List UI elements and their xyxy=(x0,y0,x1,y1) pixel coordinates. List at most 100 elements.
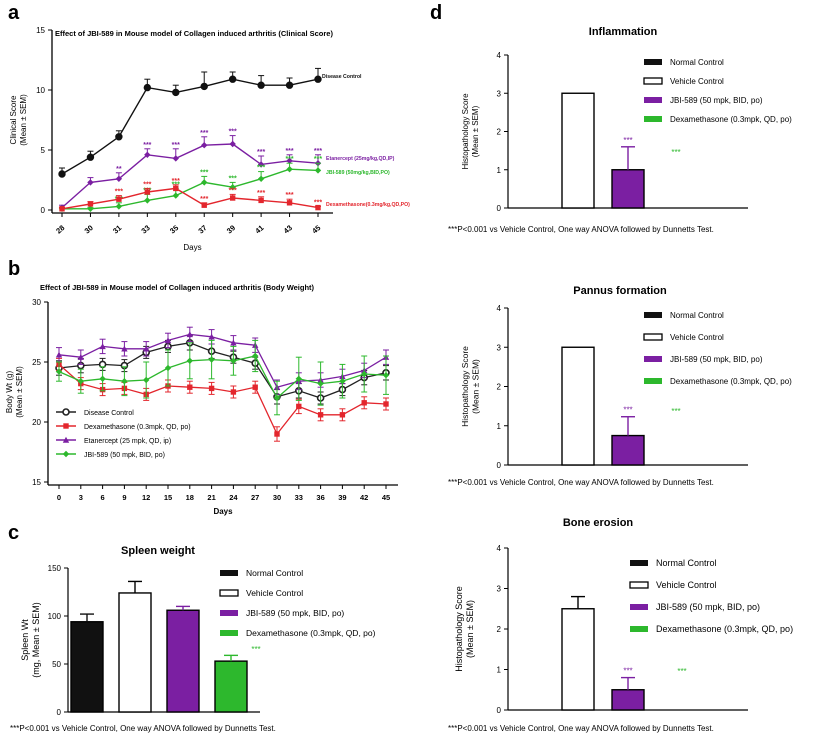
data-point xyxy=(314,75,322,83)
y-tick-label: 3 xyxy=(497,585,502,594)
data-point xyxy=(257,161,265,168)
legend-label: Vehicle Control xyxy=(246,588,303,598)
legend-swatch xyxy=(644,378,662,384)
data-point xyxy=(229,184,236,191)
series-label: JBI-589 (50mg/kg,BID,PO) xyxy=(326,170,390,176)
data-point xyxy=(77,378,84,385)
x-tick-label: 41 xyxy=(253,223,265,235)
significance-marker: *** xyxy=(314,148,322,155)
significance-marker: *** xyxy=(623,667,632,676)
data-point xyxy=(143,83,152,92)
data-point xyxy=(187,384,193,390)
y-tick-label: 4 xyxy=(497,544,502,553)
x-tick-label: 27 xyxy=(251,493,259,502)
significance-marker: *** xyxy=(285,192,293,199)
data-point xyxy=(229,195,236,201)
y-tick-label: 2 xyxy=(497,625,502,634)
legend-label: JBI-589 (50 mpk, BID, po) xyxy=(84,452,165,459)
data-point xyxy=(315,204,321,211)
data-point xyxy=(339,412,346,418)
y-axis-label: (mg, Mean ± SEM) xyxy=(31,602,41,677)
bar xyxy=(214,660,248,713)
x-tick-label: 15 xyxy=(164,493,172,502)
chart-title: Bone erosion xyxy=(563,517,634,529)
significance-marker: *** xyxy=(115,189,123,196)
footnote-spleen: ***P<0.001 vs Vehicle Control, One way A… xyxy=(10,724,276,733)
series-line xyxy=(61,78,319,175)
data-point xyxy=(172,155,179,162)
x-tick-label: 45 xyxy=(382,493,390,502)
data-point xyxy=(230,389,237,395)
chart-title: Inflammation xyxy=(589,26,658,38)
significance-marker: *** xyxy=(677,667,686,676)
significance-marker: *** xyxy=(143,181,151,188)
data-point xyxy=(121,345,128,352)
data-point xyxy=(296,403,302,410)
series-line xyxy=(58,355,387,400)
data-point xyxy=(144,197,151,204)
legend-label: Vehicle Control xyxy=(670,333,724,342)
y-axis-label: Clinical Score xyxy=(9,95,18,144)
y-axis-label: (Mean ± SEM) xyxy=(471,105,480,157)
data-point xyxy=(258,197,264,204)
y-tick-label: 50 xyxy=(52,660,61,669)
y-tick-label: 3 xyxy=(497,89,502,98)
x-tick-label: 0 xyxy=(57,493,61,502)
legend-label: Vehicle Control xyxy=(670,77,724,86)
legend-label: JBI-589 (50 mpk, BID, po) xyxy=(246,608,344,618)
significance-marker: *** xyxy=(285,148,293,155)
y-axis-label: (Mean ± SEM) xyxy=(471,359,481,414)
data-point xyxy=(87,201,94,207)
legend-label: Dexamethasone (0.3mpk, QD, po) xyxy=(246,628,376,638)
panel-letter-d: d xyxy=(430,2,443,24)
x-tick-label: 21 xyxy=(207,493,215,502)
y-tick-label: 100 xyxy=(48,612,62,621)
x-tick-label: 24 xyxy=(229,493,238,502)
x-tick-label: 45 xyxy=(310,223,322,235)
series-label: Dexamethasone(0.3mg/kg,QD,PO) xyxy=(326,202,410,208)
data-point xyxy=(208,385,215,392)
y-tick-label: 150 xyxy=(48,564,62,573)
data-point xyxy=(317,412,324,418)
bar xyxy=(166,609,200,713)
data-point xyxy=(144,151,151,158)
data-point xyxy=(121,378,128,385)
x-tick-label: 9 xyxy=(122,493,126,502)
legend-swatch xyxy=(220,630,238,636)
data-point xyxy=(86,153,95,161)
legend-swatch xyxy=(630,604,648,610)
x-tick-label: 12 xyxy=(142,493,150,502)
legend-label: Normal Control xyxy=(656,558,717,568)
bar xyxy=(561,92,595,209)
x-tick-label: 43 xyxy=(282,223,294,235)
legend-label: JBI-589 (50 mpk, BID, po) xyxy=(656,602,760,612)
footnote-pannus: ***P<0.001 vs Vehicle Control, One way A… xyxy=(448,478,714,487)
data-point xyxy=(286,166,293,173)
x-tick-label: 18 xyxy=(186,493,194,502)
x-tick-label: 28 xyxy=(54,223,66,235)
data-point xyxy=(164,364,172,372)
data-point xyxy=(143,345,150,352)
data-point xyxy=(186,331,193,338)
x-tick-label: 31 xyxy=(111,223,123,235)
data-point xyxy=(172,88,180,97)
significance-marker: *** xyxy=(229,187,237,194)
data-point xyxy=(257,175,265,182)
data-point xyxy=(115,175,123,182)
y-axis-label: Spleen Wt xyxy=(20,619,30,661)
legend-label: Normal Control xyxy=(670,58,724,67)
y-axis-label: (Mean ± SEM) xyxy=(465,600,475,658)
series-line xyxy=(61,143,319,209)
significance-marker: *** xyxy=(229,129,237,136)
chart-bone-erosion: Bone erosion 0 1 2 3 4 Histopathology Score (Me… xyxy=(454,517,793,715)
data-point xyxy=(361,400,367,406)
bar xyxy=(561,608,595,711)
y-tick-label: 10 xyxy=(36,86,45,95)
data-point xyxy=(87,205,94,212)
data-point xyxy=(252,384,258,390)
legend-swatch xyxy=(643,77,663,85)
data-point xyxy=(314,167,322,174)
data-point xyxy=(201,142,208,149)
chart-clinical-score: Effect of JBI-589 in Mouse model of Coll… xyxy=(9,26,410,252)
significance-marker: *** xyxy=(143,142,151,149)
